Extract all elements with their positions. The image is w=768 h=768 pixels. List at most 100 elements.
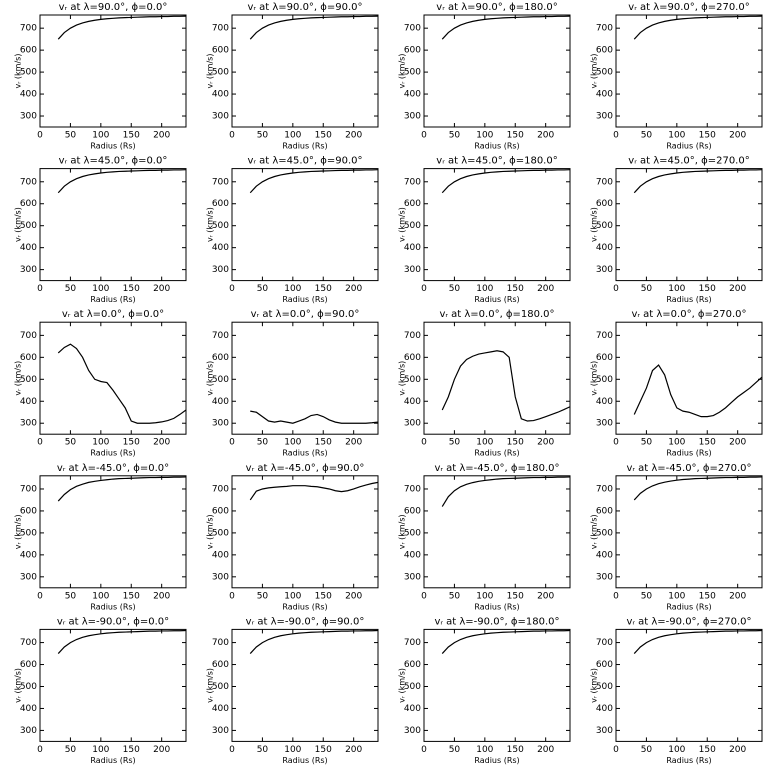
y-tick-label: 600 bbox=[212, 660, 229, 670]
x-tick-label: 150 bbox=[123, 131, 140, 141]
x-tick-label: 200 bbox=[153, 131, 170, 141]
x-axis-label: Radius (Rs) bbox=[474, 142, 519, 151]
x-tick-label: 0 bbox=[613, 284, 619, 294]
y-tick-label: 500 bbox=[212, 68, 229, 78]
x-tick-label: 100 bbox=[284, 284, 301, 294]
panel-title: vᵣ at λ=45.0°, ϕ=0.0° bbox=[59, 156, 168, 167]
y-tick-label: 700 bbox=[212, 177, 229, 187]
y-tick-label: 500 bbox=[212, 375, 229, 385]
y-axis-label: vᵣ (km/s) bbox=[206, 514, 215, 549]
x-tick-label: 150 bbox=[699, 591, 716, 601]
y-tick-label: 300 bbox=[212, 572, 229, 582]
y-tick-label: 600 bbox=[596, 660, 613, 670]
y-tick-label: 400 bbox=[20, 397, 37, 407]
y-tick-label: 700 bbox=[20, 331, 37, 341]
x-axis-label: Radius (Rs) bbox=[474, 756, 519, 765]
x-tick-label: 100 bbox=[476, 745, 493, 755]
x-tick-label: 150 bbox=[123, 745, 140, 755]
y-tick-label: 700 bbox=[212, 24, 229, 34]
plot-frame bbox=[39, 14, 187, 128]
plot-frame bbox=[423, 168, 571, 282]
x-axis-label: Radius (Rs) bbox=[666, 602, 711, 611]
y-axis-label: vᵣ (km/s) bbox=[14, 361, 23, 396]
y-tick-label: 700 bbox=[404, 24, 421, 34]
x-tick-label: 100 bbox=[668, 591, 685, 601]
panel-title: vᵣ at λ=0.0°, ϕ=180.0° bbox=[439, 309, 554, 320]
x-tick-label: 50 bbox=[65, 438, 77, 448]
x-tick-label: 0 bbox=[613, 591, 619, 601]
y-tick-label: 300 bbox=[212, 265, 229, 275]
y-axis-label: vᵣ (km/s) bbox=[14, 207, 23, 242]
y-tick-label: 500 bbox=[404, 528, 421, 538]
x-tick-label: 50 bbox=[65, 131, 77, 141]
data-line bbox=[633, 15, 763, 40]
panel-title: vᵣ at λ=45.0°, ϕ=270.0° bbox=[628, 156, 749, 167]
x-tick-label: 150 bbox=[315, 438, 332, 448]
x-tick-label: 150 bbox=[315, 284, 332, 294]
y-tick-label: 400 bbox=[212, 90, 229, 100]
y-tick-label: 300 bbox=[404, 419, 421, 429]
y-tick-label: 600 bbox=[20, 660, 37, 670]
y-tick-label: 400 bbox=[596, 397, 613, 407]
y-axis-label: vᵣ (km/s) bbox=[206, 361, 215, 396]
x-tick-label: 200 bbox=[153, 284, 170, 294]
y-tick-label: 500 bbox=[404, 221, 421, 231]
plot-frame bbox=[231, 14, 379, 128]
x-tick-label: 100 bbox=[668, 745, 685, 755]
x-tick-label: 0 bbox=[229, 745, 235, 755]
y-tick-label: 600 bbox=[20, 353, 37, 363]
y-axis-label: vᵣ (km/s) bbox=[14, 54, 23, 89]
y-tick-label: 600 bbox=[404, 353, 421, 363]
x-tick-label: 200 bbox=[345, 284, 362, 294]
y-tick-label: 700 bbox=[404, 484, 421, 494]
data-line bbox=[249, 169, 379, 194]
y-tick-label: 600 bbox=[212, 46, 229, 56]
y-tick-label: 700 bbox=[596, 177, 613, 187]
x-tick-label: 100 bbox=[92, 591, 109, 601]
y-tick-label: 300 bbox=[20, 419, 37, 429]
y-tick-label: 400 bbox=[404, 243, 421, 253]
y-tick-label: 500 bbox=[596, 221, 613, 231]
y-axis-label: vᵣ (km/s) bbox=[398, 207, 407, 242]
data-line bbox=[57, 15, 187, 40]
x-tick-label: 100 bbox=[476, 438, 493, 448]
x-tick-label: 200 bbox=[729, 284, 746, 294]
y-tick-label: 300 bbox=[596, 265, 613, 275]
panel-title: vᵣ at λ=-45.0°, ϕ=0.0° bbox=[57, 463, 169, 474]
y-axis-label: vᵣ (km/s) bbox=[398, 54, 407, 89]
x-tick-label: 100 bbox=[92, 438, 109, 448]
panel-title: vᵣ at λ=90.0°, ϕ=270.0° bbox=[628, 2, 749, 13]
x-axis-label: Radius (Rs) bbox=[666, 756, 711, 765]
x-tick-label: 200 bbox=[345, 745, 362, 755]
y-tick-label: 600 bbox=[404, 506, 421, 516]
panel-title: vᵣ at λ=45.0°, ϕ=180.0° bbox=[436, 156, 557, 167]
x-tick-label: 150 bbox=[315, 131, 332, 141]
plot-frame bbox=[615, 475, 763, 589]
y-tick-label: 400 bbox=[20, 550, 37, 560]
y-tick-label: 600 bbox=[596, 506, 613, 516]
y-tick-label: 500 bbox=[212, 528, 229, 538]
panel-title: vᵣ at λ=-90.0°, ϕ=90.0° bbox=[246, 616, 365, 627]
x-tick-label: 0 bbox=[421, 591, 427, 601]
x-tick-label: 200 bbox=[345, 131, 362, 141]
x-tick-label: 150 bbox=[507, 131, 524, 141]
y-tick-label: 500 bbox=[212, 682, 229, 692]
y-tick-label: 600 bbox=[596, 46, 613, 56]
y-axis-label: vᵣ (km/s) bbox=[206, 207, 215, 242]
x-tick-label: 50 bbox=[65, 284, 77, 294]
x-tick-label: 150 bbox=[507, 745, 524, 755]
x-tick-label: 0 bbox=[37, 131, 43, 141]
panel-title: vᵣ at λ=0.0°, ϕ=0.0° bbox=[62, 309, 164, 320]
y-axis-label: vᵣ (km/s) bbox=[398, 668, 407, 703]
y-tick-label: 700 bbox=[212, 331, 229, 341]
y-tick-label: 300 bbox=[212, 419, 229, 429]
x-tick-label: 0 bbox=[613, 438, 619, 448]
data-line bbox=[633, 169, 763, 194]
plot-frame bbox=[231, 628, 379, 742]
x-tick-label: 200 bbox=[537, 131, 554, 141]
x-tick-label: 50 bbox=[641, 131, 653, 141]
data-line bbox=[441, 169, 571, 194]
x-tick-label: 0 bbox=[421, 745, 427, 755]
plot-frame bbox=[423, 475, 571, 589]
